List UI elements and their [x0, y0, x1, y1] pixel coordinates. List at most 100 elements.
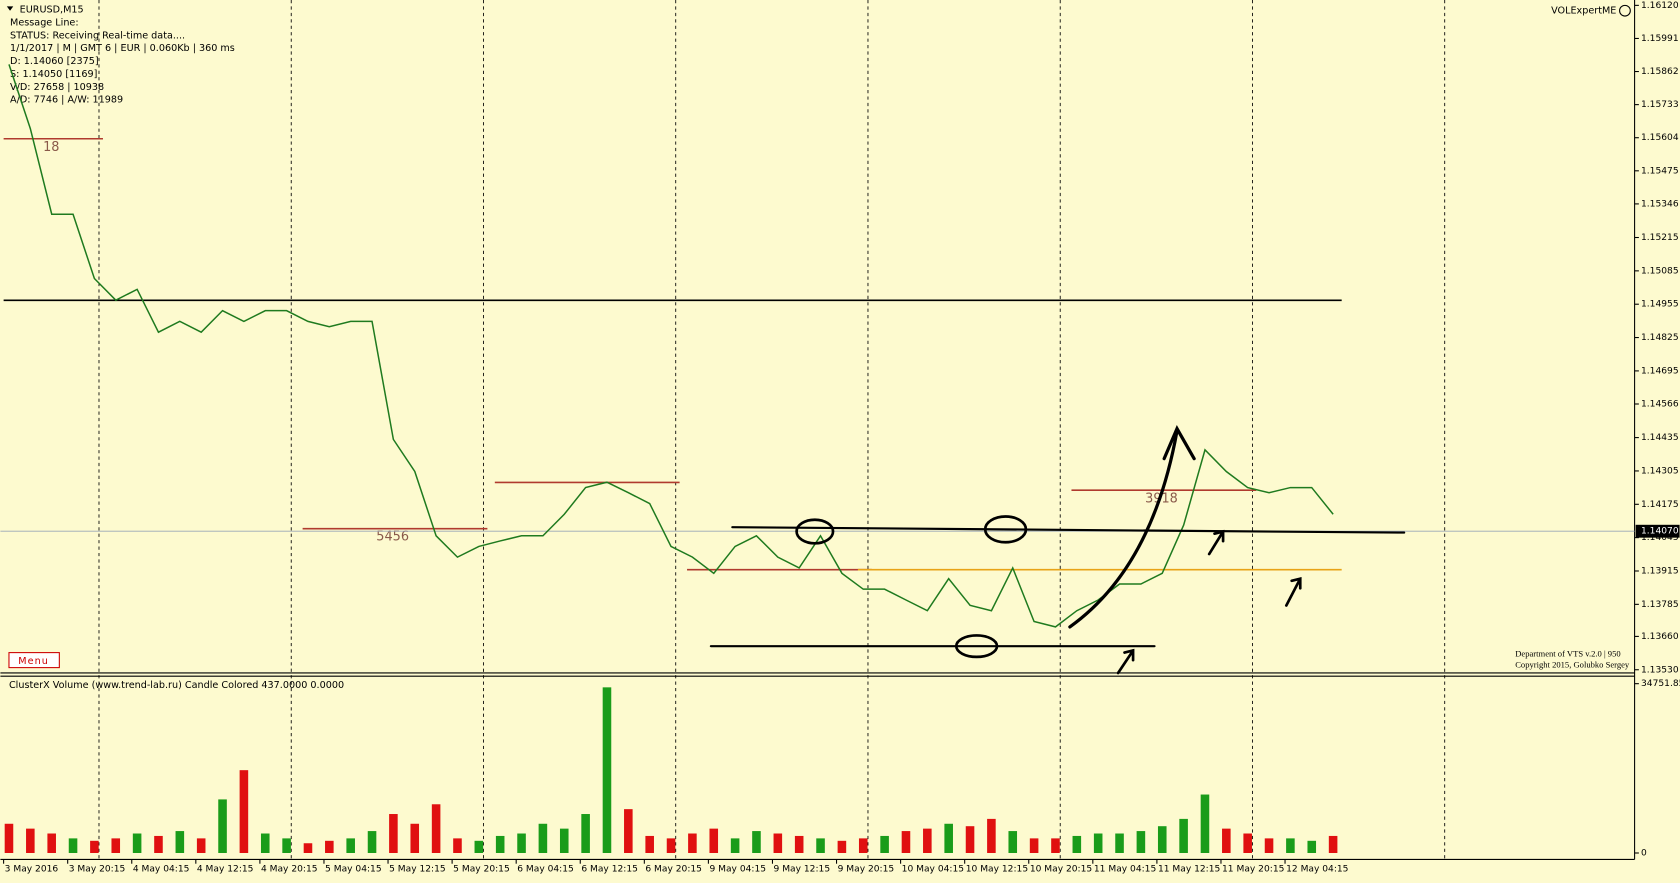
price-plot: 18 5456 3918 — [0, 64, 1635, 853]
y-tick-label: 34751.85 — [1641, 679, 1680, 689]
x-tick-label: 3 May 20:15 — [69, 865, 126, 875]
volume-bar — [517, 833, 526, 853]
volume-bar — [880, 835, 889, 853]
volume-bar — [987, 818, 996, 853]
x-tick-label: 6 May 20:15 — [645, 865, 702, 875]
x-tick-label: 9 May 12:15 — [774, 865, 831, 875]
volume-bar — [495, 835, 505, 853]
volume-bar — [4, 823, 14, 853]
volume-bar — [1072, 835, 1082, 853]
symbol-label: EURUSD,M15 — [20, 5, 84, 16]
volume-title: ClusterX Volume (www.trend-lab.ru) Candl… — [9, 680, 344, 691]
volume-bar — [196, 838, 206, 853]
y-tick-label: 1.14305 — [1641, 466, 1679, 476]
volume-bar — [111, 838, 121, 853]
x-tick-label: 5 May 12:15 — [389, 865, 446, 875]
volume-bar — [709, 828, 719, 853]
volume-bar — [944, 823, 953, 853]
y-tick-label: 1.15475 — [1641, 166, 1679, 176]
y-tick-label: 1.13785 — [1641, 600, 1679, 610]
x-tick-label: 10 May 12:15 — [966, 865, 1028, 875]
drawn-arrowhead — [1162, 425, 1196, 461]
y-tick-label: 1.14695 — [1641, 366, 1679, 376]
x-tick-label: 6 May 04:15 — [517, 865, 574, 875]
volume-bar — [346, 838, 355, 853]
volume-bar — [1328, 835, 1338, 853]
volume-bar — [1200, 794, 1210, 853]
volume-bar — [1243, 833, 1252, 853]
volume-bar — [132, 833, 142, 853]
drawn-arrow — [1207, 529, 1225, 556]
volume-bar — [1179, 818, 1188, 853]
y-tick-label: 1.13660 — [1641, 632, 1679, 642]
volume-bar — [581, 814, 590, 853]
volume-bar — [282, 838, 291, 853]
x-tick-label: 3 May 2016 — [5, 865, 59, 875]
y-tick-label: 0 — [1641, 848, 1647, 858]
volume-bar — [602, 687, 612, 853]
y-tick-label: 1.15604 — [1641, 133, 1679, 143]
info-line: D: 1.14060 [2375] — [10, 56, 99, 67]
drawn-arrow — [1116, 648, 1135, 675]
drawn-arrow — [1284, 576, 1302, 607]
volume-bar — [303, 843, 313, 853]
menu-button[interactable] — [8, 652, 60, 669]
volume-bar — [1264, 838, 1274, 853]
volume-bar — [1136, 831, 1146, 853]
info-line: S: 1.14050 [1169] — [10, 69, 97, 80]
y-tick-label: 1.15346 — [1641, 199, 1679, 209]
volume-bar — [68, 838, 78, 853]
y-tick-label: 1.14825 — [1641, 333, 1679, 343]
x-tick-label: 5 May 20:15 — [453, 865, 510, 875]
y-tick-label: 1.13530 — [1641, 665, 1679, 675]
x-tick-label: 4 May 12:15 — [197, 865, 254, 875]
volume-bar — [624, 809, 633, 853]
volume-bar — [1222, 828, 1231, 853]
symbol-dropdown[interactable] — [6, 6, 14, 11]
volume-bar — [389, 814, 398, 853]
x-tick-label: 11 May 20:15 — [1222, 865, 1284, 875]
indicator-name: VOLExpertME — [1551, 6, 1616, 17]
y-tick-label: 1.14045 — [1641, 533, 1679, 543]
y-tick-label: 1.13915 — [1641, 566, 1679, 576]
volume-bar — [1051, 838, 1060, 853]
volume-bar — [325, 840, 334, 853]
volume-bar — [1008, 831, 1018, 853]
x-tick-label: 9 May 20:15 — [838, 865, 895, 875]
drawn-circle — [983, 515, 1028, 544]
volume-bar — [1029, 838, 1039, 853]
volume-bar — [538, 823, 548, 853]
volume-bar — [858, 838, 868, 853]
info-line: Message Line: — [10, 18, 79, 29]
volume-bar — [26, 828, 35, 853]
volume-bar — [794, 835, 804, 853]
price-line — [8, 64, 1334, 628]
volume-bar — [175, 831, 185, 853]
y-tick-label: 1.15862 — [1641, 67, 1679, 77]
indicator-close[interactable] — [1619, 4, 1631, 17]
volume-bar — [431, 804, 441, 853]
x-tick-label: 4 May 04:15 — [133, 865, 190, 875]
volume-bar — [453, 838, 462, 853]
volume-bar — [645, 835, 654, 853]
menu-label[interactable]: Menu — [18, 656, 49, 667]
volume-bar — [923, 828, 932, 853]
volume-bar — [816, 838, 825, 853]
volume-bar — [666, 838, 676, 853]
y-tick-label: 1.15733 — [1641, 100, 1679, 110]
info-line: 1/1/2017 | M | GMT 6 | EUR | 0.060Kb | 3… — [10, 43, 235, 54]
volume-bar — [837, 840, 847, 853]
volume-bar — [367, 831, 377, 853]
x-tick-label: 6 May 12:15 — [581, 865, 638, 875]
volume-bar — [1115, 833, 1124, 853]
x-tick-label: 9 May 04:15 — [709, 865, 766, 875]
current-price-label: 1.14070 — [1641, 527, 1679, 537]
x-tick-label: 4 May 20:15 — [261, 865, 318, 875]
volume-bar — [559, 828, 569, 853]
level-volume-label: 18 — [43, 140, 59, 155]
volume-bar — [1157, 826, 1167, 853]
x-tick-label: 10 May 20:15 — [1030, 865, 1092, 875]
y-tick-label: 1.15991 — [1641, 34, 1679, 44]
